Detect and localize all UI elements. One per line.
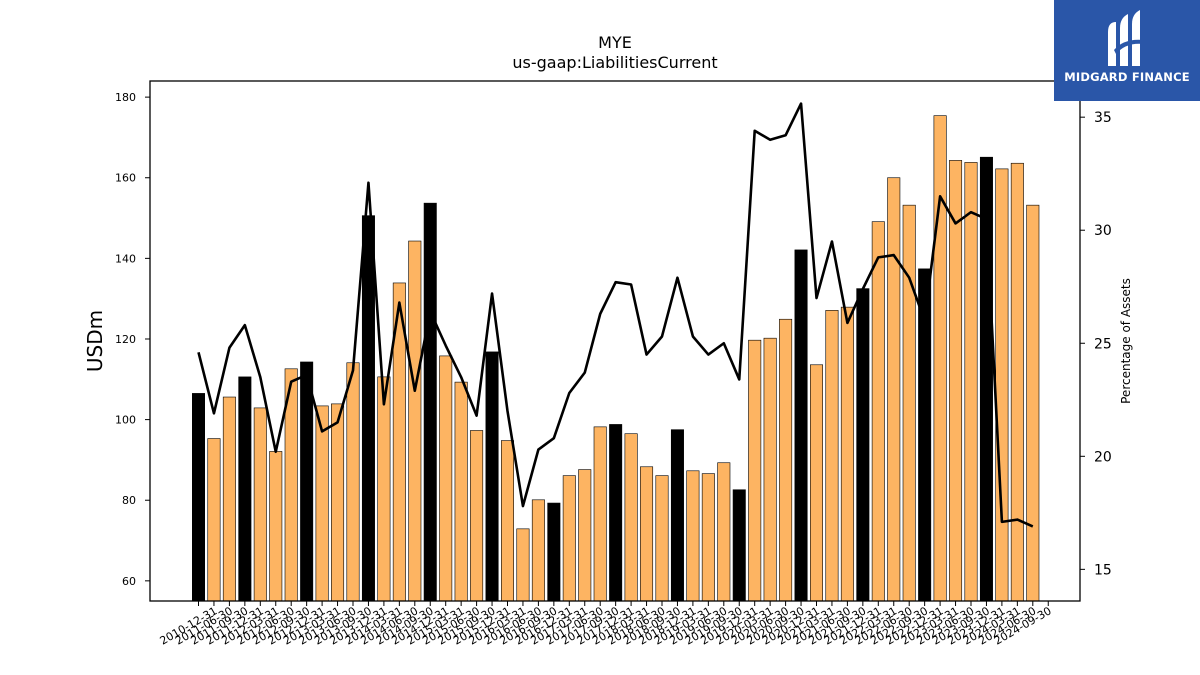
y2-tick-label: 35	[1094, 110, 1112, 126]
bar	[192, 393, 206, 602]
bar	[485, 351, 499, 602]
brand-name: MIDGARD FINANCE	[1064, 70, 1190, 84]
plot-frame	[149, 80, 1081, 602]
bar	[609, 424, 623, 602]
y2-tick-label: 20	[1094, 449, 1112, 465]
bar	[470, 430, 484, 602]
y-tick-label: 100	[115, 414, 136, 427]
bar	[500, 440, 514, 602]
bar	[361, 215, 375, 602]
bar	[887, 177, 901, 602]
bar	[423, 202, 437, 602]
bar	[408, 240, 422, 602]
bar	[207, 438, 221, 602]
bar	[346, 362, 360, 602]
bar	[717, 462, 731, 602]
y2-tick-label: 30	[1094, 223, 1112, 239]
bar	[238, 376, 252, 602]
y-tick-label: 180	[115, 91, 136, 104]
brand-logo: MIDGARD FINANCE	[1054, 0, 1200, 101]
bar	[748, 339, 762, 602]
bar	[624, 433, 638, 602]
bar	[516, 528, 530, 602]
midgard-logo-icon	[1108, 10, 1144, 66]
bar	[686, 470, 700, 602]
line-series	[197, 102, 1034, 528]
bar	[1026, 204, 1040, 602]
bar	[794, 249, 808, 602]
bar	[809, 364, 823, 602]
bar	[871, 221, 885, 602]
bar	[732, 489, 746, 602]
bar	[856, 288, 870, 602]
y2-tick-label: 15	[1094, 562, 1112, 578]
bar	[562, 475, 576, 602]
bar	[964, 162, 978, 602]
y-tick-label: 160	[115, 172, 136, 185]
bar	[825, 310, 839, 602]
bar	[949, 160, 963, 602]
bar	[222, 396, 236, 602]
y-tick-label: 80	[122, 494, 136, 507]
axes: 608010012014016018015202530352010-12-312…	[115, 80, 1112, 648]
bar	[779, 318, 793, 602]
bar	[995, 168, 1009, 602]
bar	[578, 469, 592, 602]
bar	[547, 502, 561, 602]
bar	[902, 204, 916, 602]
bar	[377, 376, 391, 602]
bar	[763, 337, 777, 602]
bar	[439, 355, 453, 602]
bar	[454, 381, 468, 602]
y-tick-label: 60	[122, 575, 136, 588]
bar-series	[192, 115, 1040, 602]
bar	[593, 426, 607, 602]
bar	[655, 475, 669, 602]
y-tick-label: 120	[115, 333, 136, 346]
y2-axis-label: Percentage of Assets	[1119, 278, 1133, 404]
y-axis-label: USDm	[83, 310, 107, 372]
bar	[933, 115, 947, 602]
bar	[640, 466, 654, 602]
bar	[531, 499, 545, 602]
bar	[300, 361, 314, 602]
bar	[840, 306, 854, 602]
chart-subtitle: us-gaap:LiabilitiesCurrent	[512, 53, 717, 72]
bar	[315, 405, 329, 602]
chart-title: MYE	[598, 33, 632, 52]
bar	[701, 473, 715, 602]
y2-tick-label: 25	[1094, 336, 1112, 352]
percentage-line	[197, 102, 1034, 528]
bar	[1010, 162, 1024, 602]
bar	[331, 403, 345, 602]
y-tick-label: 140	[115, 252, 136, 265]
bar	[670, 429, 684, 602]
bar	[253, 407, 267, 602]
bar	[269, 451, 283, 602]
